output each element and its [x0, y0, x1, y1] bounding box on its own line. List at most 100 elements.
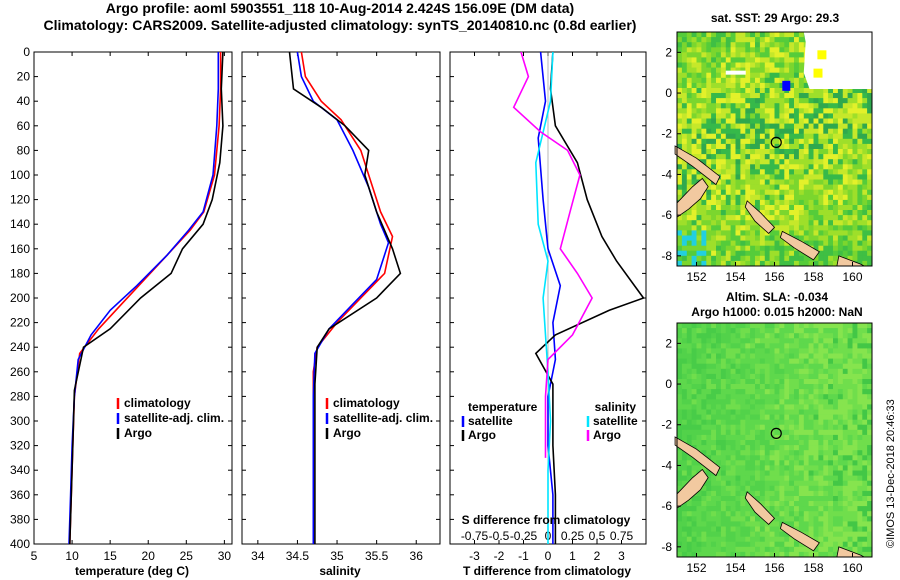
- map-cell: [730, 353, 736, 359]
- map-cell: [755, 179, 761, 185]
- map-cell: [750, 363, 756, 370]
- map-cell: [862, 424, 868, 431]
- map-cell: [769, 159, 775, 165]
- map-cell: [730, 333, 736, 339]
- map-cell: [725, 531, 731, 537]
- map-cell: [711, 323, 717, 329]
- map-cell: [701, 128, 707, 135]
- map-cell: [720, 52, 727, 58]
- map-cell: [706, 475, 712, 481]
- map-cell: [784, 404, 790, 410]
- map-cell: [725, 225, 731, 231]
- map-cell: [730, 194, 736, 201]
- map-cell: [701, 93, 707, 99]
- map-cell: [725, 210, 731, 216]
- map-cell: [794, 485, 800, 492]
- map-cell: [852, 199, 858, 206]
- map-cell: [774, 42, 780, 48]
- map-cell: [784, 511, 790, 517]
- map-cell: [789, 169, 795, 175]
- map-cell: [711, 230, 717, 236]
- map-cell: [818, 394, 824, 400]
- map-cell: [769, 323, 775, 329]
- map-cell: [842, 143, 848, 150]
- map-cell: [716, 363, 722, 370]
- map-cell: [681, 62, 688, 68]
- map-cell: [828, 333, 834, 339]
- map-cell: [798, 363, 805, 370]
- map-cell: [755, 353, 761, 359]
- land-choiseul: [779, 521, 820, 552]
- map-cell: [681, 470, 688, 476]
- map-cell: [813, 384, 819, 390]
- map-cell: [725, 363, 731, 370]
- map-cell: [837, 496, 844, 502]
- map-cell: [716, 62, 722, 68]
- map-cell: [789, 496, 795, 502]
- map-cell: [720, 541, 727, 548]
- y-tick-label: 80: [17, 143, 31, 157]
- map-cell: [833, 348, 839, 354]
- map-cell: [852, 450, 858, 456]
- map-cell: [681, 358, 688, 364]
- map-cell: [789, 541, 795, 548]
- map-cell: [769, 179, 775, 185]
- map-cell: [774, 128, 780, 135]
- map-cell: [784, 93, 790, 99]
- map-cell: [808, 496, 814, 502]
- map-cell: [735, 184, 741, 190]
- map-cell: [774, 536, 780, 543]
- map-cell: [798, 260, 805, 267]
- map-cell: [725, 404, 731, 410]
- map-cell: [818, 363, 824, 370]
- map-cell: [784, 465, 790, 471]
- map-cell: [803, 343, 809, 349]
- map-cell: [774, 384, 780, 390]
- map-cell: [696, 501, 702, 507]
- map-cell: [740, 225, 746, 231]
- map-cell: [798, 235, 805, 241]
- map-cell: [789, 93, 795, 99]
- map-cell: [852, 118, 858, 124]
- map-cell: [784, 154, 790, 160]
- map-cell: [755, 37, 761, 43]
- map-cell: [837, 245, 844, 252]
- map-cell: [789, 394, 795, 400]
- map-cell: [706, 77, 712, 84]
- map-cell: [745, 470, 751, 476]
- map-cell: [735, 455, 741, 461]
- map-cell: [798, 108, 805, 114]
- map-cell: [813, 389, 819, 395]
- map-cell: [803, 82, 809, 89]
- map-cell: [677, 480, 683, 487]
- map-cell: [789, 128, 795, 135]
- map-cell: [828, 480, 834, 487]
- map-cell: [784, 215, 790, 221]
- map-cell: [867, 506, 873, 512]
- map-cell: [847, 138, 853, 145]
- map-cell: [857, 189, 863, 196]
- map-cell: [837, 440, 844, 446]
- map-cell: [794, 460, 800, 466]
- map-cell: [818, 465, 824, 471]
- map-cell: [701, 450, 707, 456]
- map-cell: [833, 440, 839, 446]
- map-cell: [681, 399, 688, 405]
- map-cell: [725, 501, 731, 507]
- map-cell: [862, 328, 868, 334]
- map-cell: [735, 358, 741, 364]
- map-cell: [798, 220, 805, 226]
- map-cell: [828, 409, 834, 415]
- map-cell: [833, 450, 839, 456]
- warm-patch: [813, 68, 823, 78]
- map-cell: [686, 551, 692, 558]
- map-cell: [681, 174, 688, 180]
- map-cell: [701, 358, 707, 364]
- map-cell: [823, 450, 829, 456]
- map-cell: [794, 379, 800, 385]
- map-cell: [818, 118, 824, 124]
- map-cell: [867, 103, 873, 109]
- map-x-tick-label: 152: [686, 270, 706, 284]
- map-cell: [745, 255, 751, 262]
- map-cell: [686, 501, 692, 507]
